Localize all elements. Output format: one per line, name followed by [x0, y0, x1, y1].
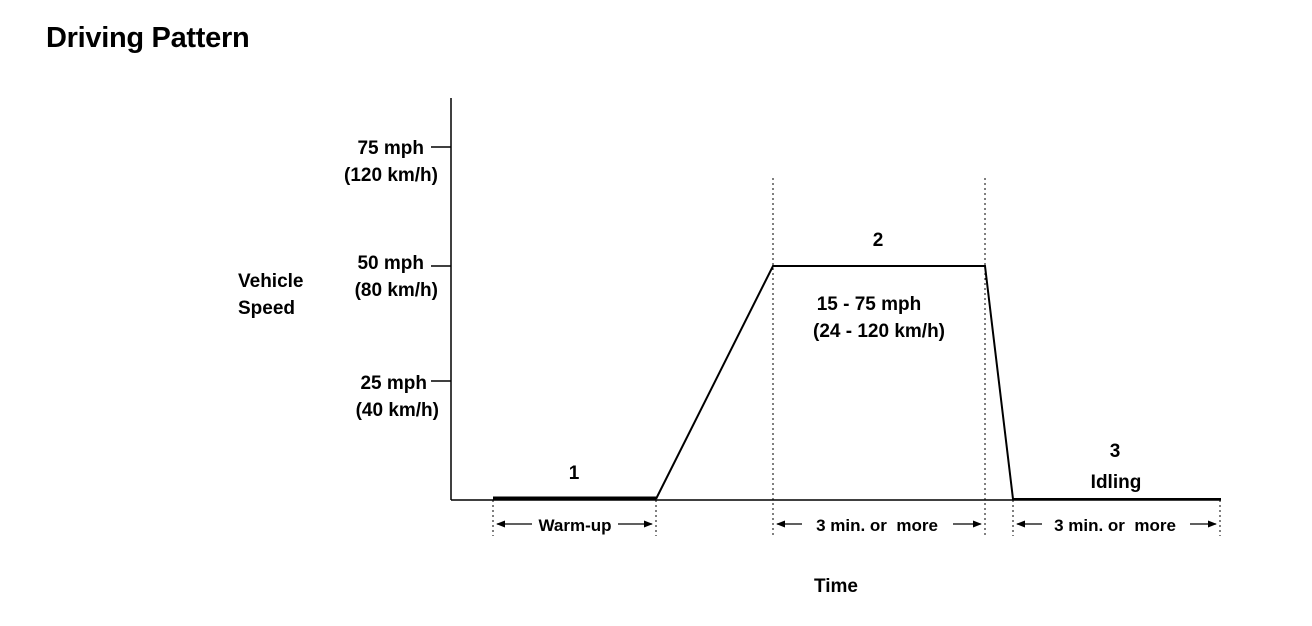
phase-3-number: 3	[1110, 441, 1121, 462]
y-axis-label-line2: Speed	[238, 298, 295, 319]
tick-label-25-kmh: (40 km/h)	[356, 400, 439, 421]
phase-2-range-kmh: (24 - 120 km/h)	[813, 321, 945, 342]
tick-label-50-mph: 50 mph	[357, 253, 424, 274]
phase-2-range-mph: 15 - 75 mph	[817, 294, 922, 315]
phase-3-duration: 3 min. or more	[1054, 516, 1176, 535]
phase-1-duration: Warm-up	[538, 516, 611, 535]
tick-label-75-kmh: (120 km/h)	[344, 165, 438, 186]
phase-2-number: 2	[873, 230, 884, 251]
x-axis-label: Time	[814, 576, 858, 597]
diagram-title: Driving Pattern	[46, 22, 250, 54]
tick-label-25-mph: 25 mph	[360, 373, 427, 394]
tick-label-75-mph: 75 mph	[357, 138, 424, 159]
tick-label-50-kmh: (80 km/h)	[355, 280, 438, 301]
phase-2-duration: 3 min. or more	[816, 516, 938, 535]
speed-profile-line	[655, 265, 1221, 500]
phase-3-name: Idling	[1091, 472, 1142, 493]
y-axis-label-line1: Vehicle	[238, 271, 304, 292]
phase-1-number: 1	[569, 463, 580, 484]
